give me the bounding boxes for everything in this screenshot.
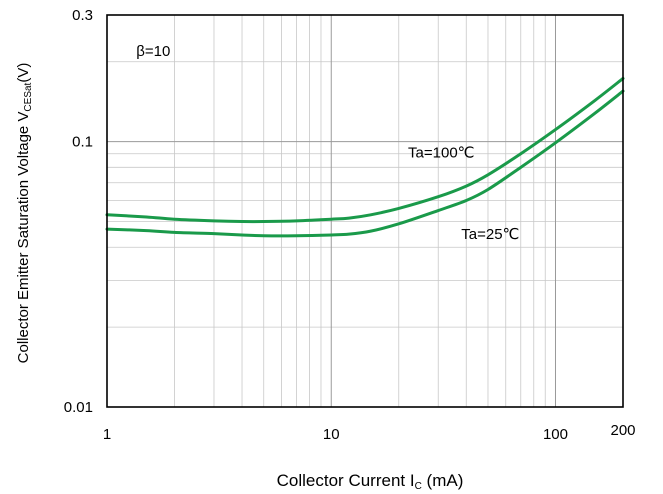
y-tick-label: 0.1	[72, 134, 93, 151]
tick-labels: 1 10 100 200 0.01 0.1 0.3	[64, 7, 636, 443]
series-layer	[105, 76, 625, 238]
x-tick-label: 200	[610, 422, 635, 439]
annotations: β=10 Ta=100℃ Ta=25℃	[136, 43, 519, 243]
annotation-beta: β=10	[136, 43, 170, 60]
x-tick-label: 10	[323, 426, 340, 443]
x-axis-label: Collector Current IC (mA)	[277, 471, 464, 492]
x-tick-label: 1	[103, 426, 111, 443]
minor-gridlines	[107, 15, 623, 407]
x-tick-label: 100	[543, 426, 568, 443]
annotation-ta100: Ta=100℃	[408, 145, 474, 162]
series-line-ta25	[105, 89, 625, 238]
annotation-ta25: Ta=25℃	[461, 226, 519, 243]
y-axis-label: Collector Emitter Saturation Voltage VCE…	[15, 63, 34, 364]
plot-frame	[106, 14, 624, 408]
y-tick-label: 0.3	[72, 7, 93, 24]
y-tick-label: 0.01	[64, 399, 93, 416]
series-line-ta100	[105, 76, 625, 224]
